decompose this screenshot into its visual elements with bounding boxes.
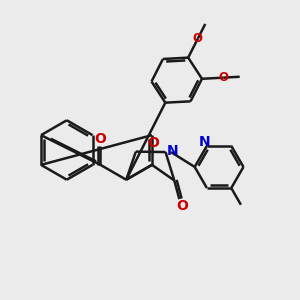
Text: O: O bbox=[176, 199, 188, 213]
Text: O: O bbox=[148, 136, 159, 150]
Text: O: O bbox=[94, 132, 106, 146]
Text: O: O bbox=[193, 32, 203, 45]
Text: N: N bbox=[166, 144, 178, 158]
Text: O: O bbox=[218, 71, 228, 84]
Text: N: N bbox=[199, 135, 210, 149]
